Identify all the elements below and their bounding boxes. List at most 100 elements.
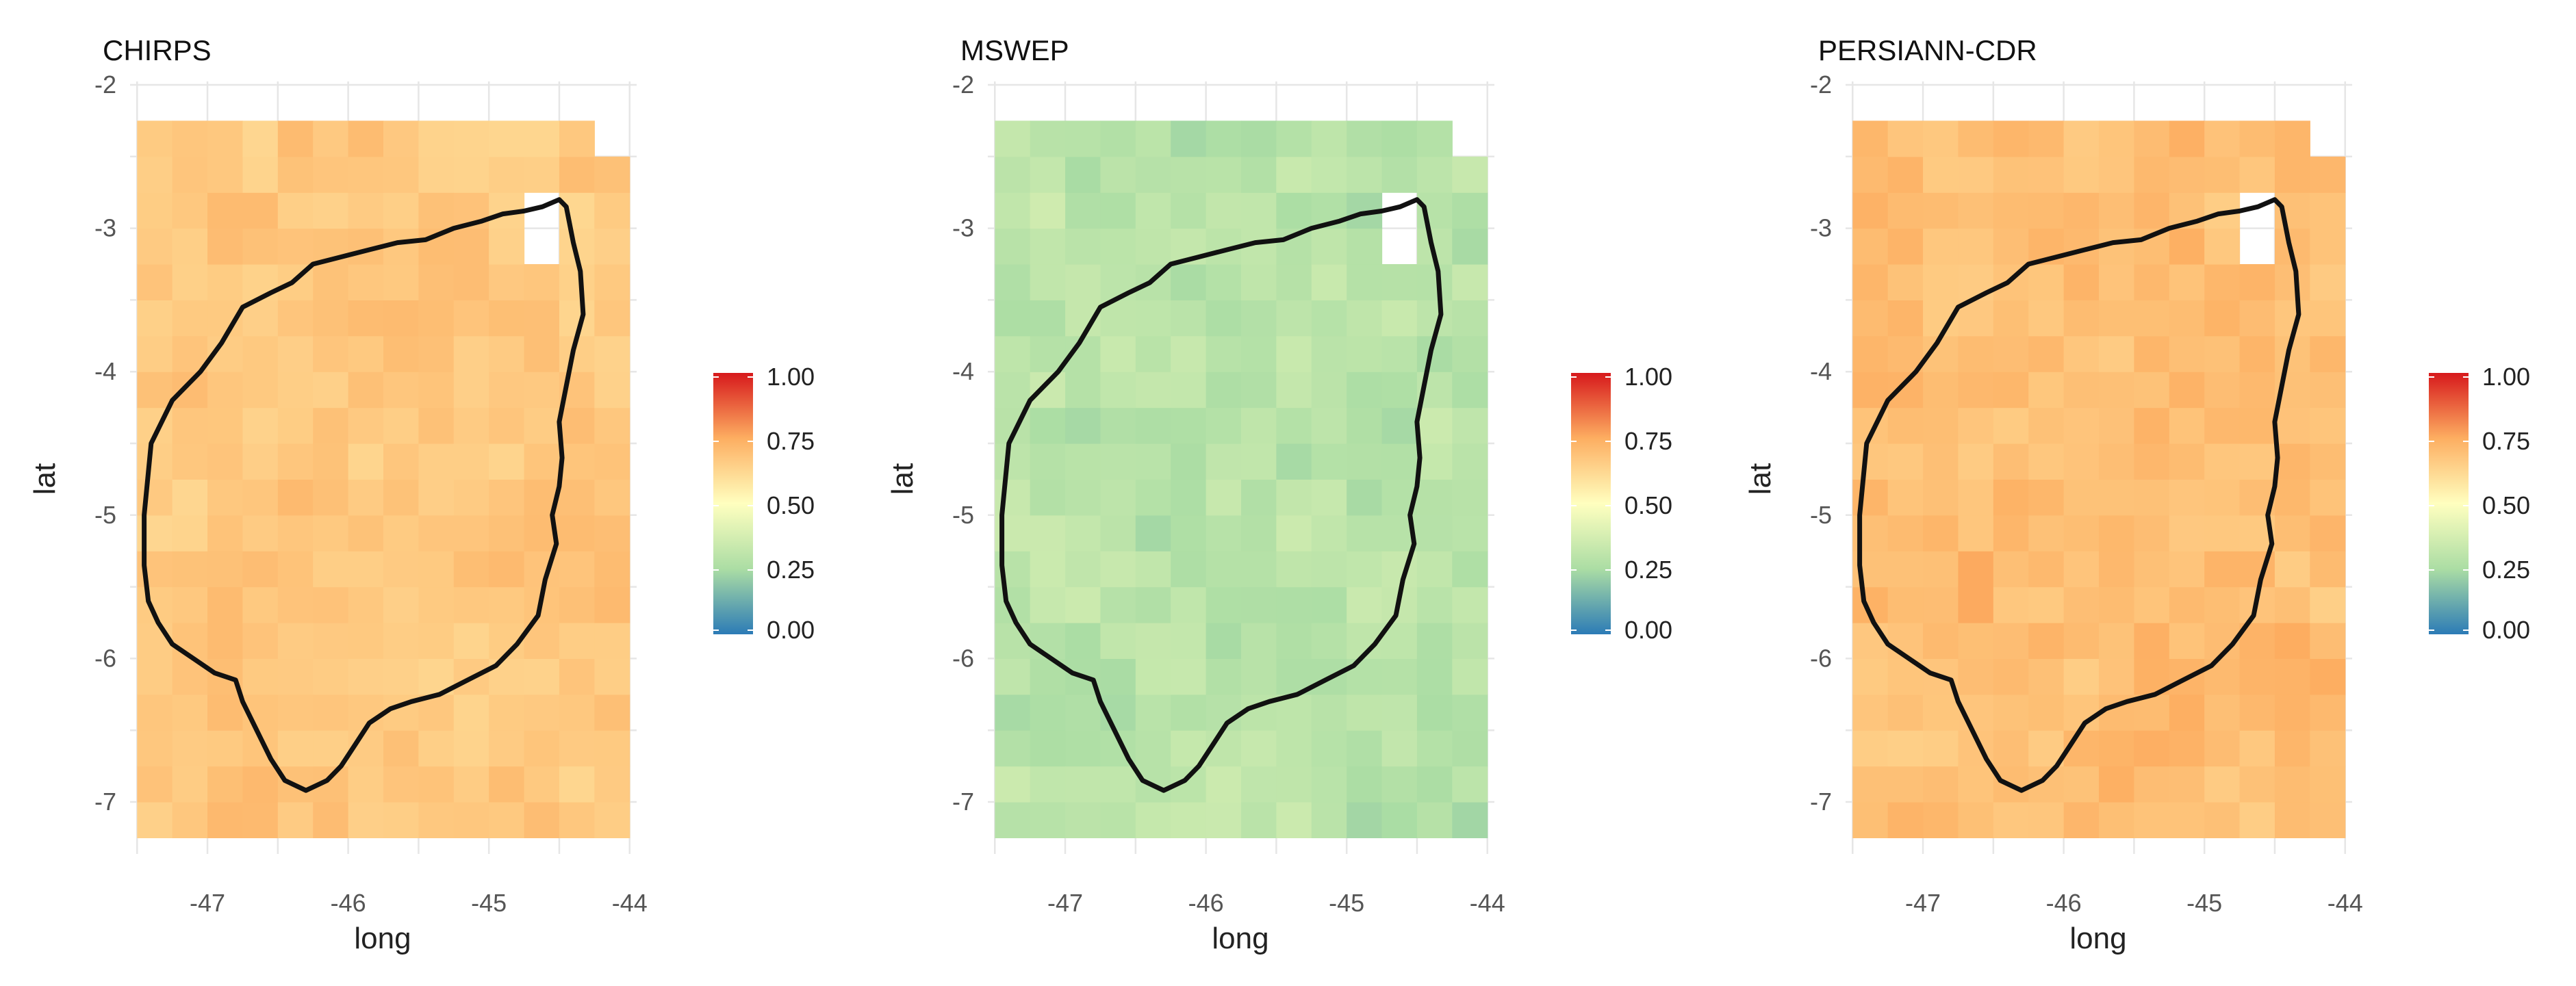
heatmap-cell: [2134, 443, 2170, 480]
heatmap-cell: [1347, 766, 1383, 803]
heatmap-cell: [2028, 192, 2065, 229]
heatmap-cell: [242, 802, 279, 838]
heatmap-cell: [559, 120, 595, 157]
heatmap-cell: [1923, 192, 1959, 229]
heatmap-cell: [559, 623, 595, 659]
heatmap-cell: [1206, 623, 1242, 659]
heatmap-cell: [242, 407, 279, 444]
legend-label-1: 1.00: [767, 363, 815, 391]
heatmap-cell: [1416, 120, 1453, 157]
heatmap-cell: [1311, 372, 1347, 408]
heatmap-cell: [2310, 372, 2346, 408]
heatmap-cell: [2099, 766, 2134, 803]
heatmap-cell: [524, 730, 560, 767]
y-axis-title: lat: [1744, 463, 1777, 495]
heatmap-cell: [1381, 766, 1418, 803]
heatmap-cell: [1452, 802, 1488, 838]
heatmap-cell: [137, 300, 173, 337]
heatmap-cell: [1923, 551, 1959, 588]
heatmap-cell: [1135, 479, 1171, 516]
heatmap-cell: [2169, 443, 2205, 480]
legend-colorbar: [2429, 373, 2469, 634]
heatmap-cell: [1311, 120, 1347, 157]
heatmap-cell: [383, 407, 419, 444]
x-axis-title: long: [1212, 922, 1268, 955]
heatmap-cell: [1030, 766, 1066, 803]
heatmap-cell: [2239, 694, 2275, 731]
heatmap-cell: [2134, 192, 2170, 229]
heatmap-cell: [1381, 264, 1418, 300]
heatmap-cell: [2134, 766, 2170, 803]
heatmap-cell: [172, 192, 208, 229]
heatmap-cell: [2063, 443, 2100, 480]
x-tick-label: -45: [1329, 889, 1364, 917]
heatmap-cell: [1100, 766, 1136, 803]
heatmap-cell: [1923, 766, 1959, 803]
heatmap-cell: [383, 120, 419, 157]
heatmap-cell: [594, 335, 630, 372]
heatmap-cell: [172, 551, 208, 588]
y-axis-title: lat: [886, 463, 919, 495]
heatmap-cell: [1852, 730, 1889, 767]
heatmap-cell: [453, 586, 489, 623]
heatmap-cell: [1135, 623, 1171, 659]
heatmap-cell: [453, 694, 489, 731]
heatmap-cell: [1993, 120, 2029, 157]
heatmap-cell: [348, 120, 384, 157]
heatmap-cell: [489, 802, 525, 838]
heatmap-cell: [313, 479, 349, 516]
heatmap-cell: [1135, 658, 1171, 695]
heatmap-cell: [1416, 694, 1453, 731]
y-axis-title: lat: [28, 463, 62, 495]
heatmap-cell: [242, 156, 279, 193]
heatmap-cell: [594, 551, 630, 588]
heatmap-cell: [1241, 156, 1277, 193]
heatmap-cell: [1206, 443, 1242, 480]
heatmap-cell: [1923, 264, 1959, 300]
heatmap-cell: [489, 443, 525, 480]
heatmap-cell: [1276, 120, 1312, 157]
heatmap-cell: [1030, 694, 1066, 731]
heatmap-cell: [2099, 730, 2134, 767]
heatmap-cell: [1852, 228, 1889, 265]
x-tick-labels: -47 -46 -45 -44: [1047, 889, 1505, 917]
heatmap-cell: [524, 802, 560, 838]
heatmap-cell: [137, 802, 173, 838]
heatmap-cell: [137, 228, 173, 265]
heatmap-cell: [1206, 658, 1242, 695]
heatmap-cell: [1030, 623, 1066, 659]
heatmap-cell: [489, 694, 525, 731]
heatmap-cell: [1958, 515, 1994, 552]
heatmap-cell: [1416, 658, 1453, 695]
heatmap-cell: [1452, 372, 1488, 408]
heatmap-cell: [995, 300, 1031, 337]
heatmap-cell: [2204, 443, 2241, 480]
heatmap-cell: [2028, 694, 2065, 731]
heatmap-cell: [1452, 623, 1488, 659]
heatmap-cell: [1030, 300, 1066, 337]
heatmap-cell: [348, 658, 384, 695]
heatmap-cell: [1171, 802, 1207, 838]
heatmap-cell: [137, 694, 173, 731]
heatmap-cell: [2204, 300, 2241, 337]
heatmap-cell: [2274, 264, 2310, 300]
heatmap-cell: [2063, 372, 2100, 408]
heatmap-cell: [2239, 264, 2275, 300]
heatmap-cell: [1993, 228, 2029, 265]
heatmap-cell: [313, 264, 349, 300]
heatmap-cell: [418, 586, 455, 623]
heatmap-cell: [418, 479, 455, 516]
heatmap-cell: [1993, 658, 2029, 695]
y-tick-labels: -2 -3 -4 -5 -6 -7: [952, 70, 974, 816]
heatmap-cell: [1276, 551, 1312, 588]
heatmap-cell: [2028, 515, 2065, 552]
heatmap-cell: [383, 372, 419, 408]
heatmap-cell: [1241, 443, 1277, 480]
heatmap-cell: [995, 156, 1031, 193]
heatmap-cell: [172, 623, 208, 659]
heatmap-cell: [313, 586, 349, 623]
heatmap-cell: [313, 694, 349, 731]
heatmap-cell: [1852, 264, 1889, 300]
heatmap-cell: [1958, 372, 1994, 408]
heatmap-cell: [1347, 730, 1383, 767]
